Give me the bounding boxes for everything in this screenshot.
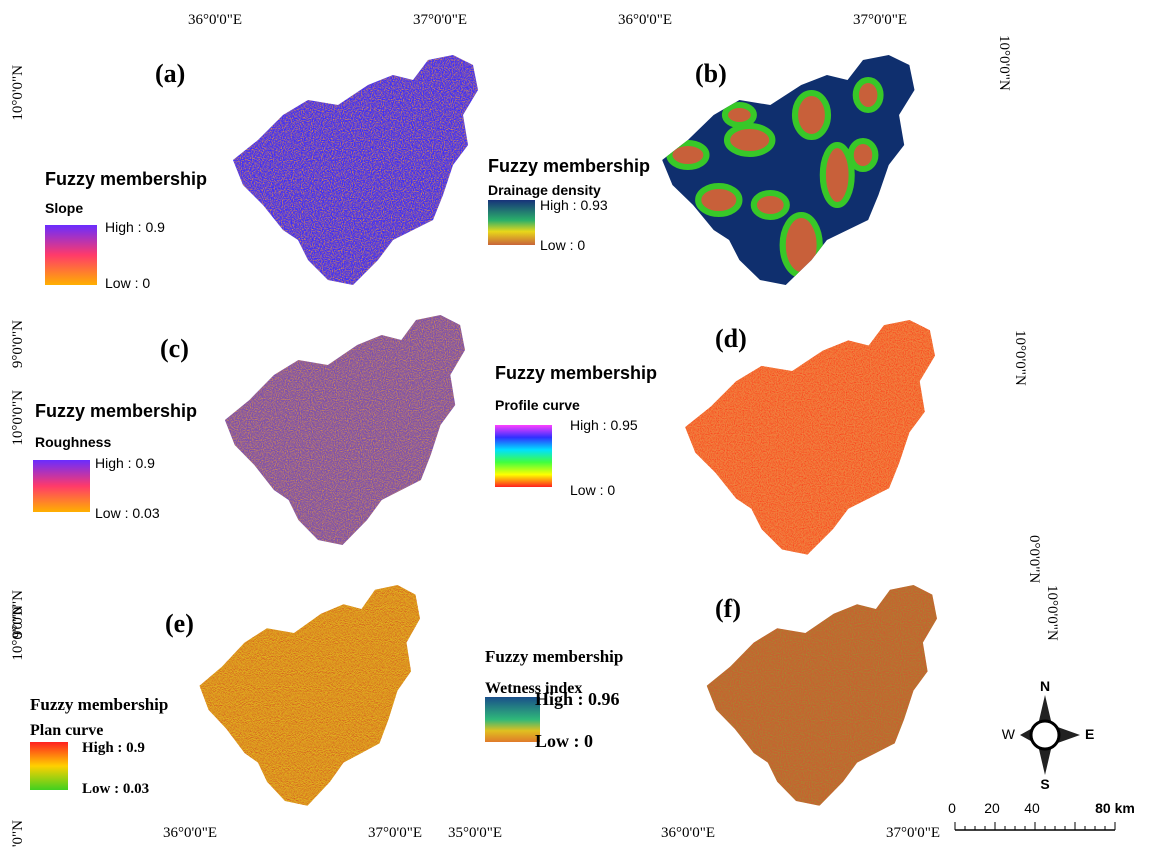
scale-label: 80 km xyxy=(1095,800,1135,816)
legend-high: High : 0.95 xyxy=(570,417,638,433)
map-panel xyxy=(195,585,420,806)
longitude-label: 36°0'0"E xyxy=(661,825,715,841)
legend-ramp xyxy=(30,742,68,790)
legend-layer: Slope xyxy=(45,200,83,216)
latitude-label: 0°0'0"N xyxy=(1026,535,1042,583)
raster-texture xyxy=(228,55,478,285)
legend-ramp xyxy=(485,697,540,742)
compass-ring xyxy=(1031,721,1059,749)
longitude-label: 37°0'0"E xyxy=(853,12,907,28)
latitude-label: 9°0'0"N xyxy=(10,820,26,847)
map-panel xyxy=(228,55,478,285)
latitude-label: 10°0'0"N xyxy=(996,35,1012,91)
legend-low: Low : 0 xyxy=(105,275,150,291)
raster-texture xyxy=(657,55,915,285)
legend-low: Low : 0.03 xyxy=(95,505,160,521)
latitude-label: 10°0'0"N xyxy=(10,390,26,446)
map-panel xyxy=(220,315,465,545)
legend-ramp xyxy=(45,225,97,285)
latitude-label: 10°0'0"N xyxy=(10,605,26,661)
panel-label: (e) xyxy=(165,609,194,638)
latitude-label: 10°0'0"N xyxy=(10,65,26,121)
legend-layer: Roughness xyxy=(35,434,111,450)
legend-layer: Drainage density xyxy=(488,182,601,198)
raster xyxy=(657,55,915,285)
raster xyxy=(228,55,478,285)
scale-label: 0 xyxy=(948,800,956,816)
legend-title: Fuzzy membership xyxy=(485,647,623,666)
latitude-label: 10°0'0"N xyxy=(1044,585,1060,641)
legend-title: Fuzzy membership xyxy=(488,156,650,176)
longitude-label: 35°0'0"E xyxy=(448,825,502,841)
compass-w: W xyxy=(1002,726,1016,742)
legend-high: High : 0.93 xyxy=(540,197,608,213)
legend-low: Low : 0.03 xyxy=(82,781,149,797)
longitude-label: 36°0'0"E xyxy=(618,12,672,28)
panel-label: (f) xyxy=(715,594,741,623)
panel-label: (c) xyxy=(160,334,189,363)
longitude-label: 37°0'0"E xyxy=(413,12,467,28)
figure: (a) Fuzzy membership Slope High : 0.9 Low : … xyxy=(0,0,1149,847)
legend-high: High : 0.96 xyxy=(535,689,620,709)
legend-layer: Plan curve xyxy=(30,722,103,739)
compass-n: N xyxy=(1040,678,1050,694)
legend-ramp xyxy=(488,200,535,245)
raster xyxy=(220,315,465,545)
legend-low: Low : 0 xyxy=(570,482,615,498)
raster-texture xyxy=(220,315,465,545)
latitude-label: 9°0'0"N xyxy=(10,320,26,368)
panel-label: (a) xyxy=(155,59,185,88)
longitude-label: 36°0'0"E xyxy=(188,12,242,28)
legend-layer: Profile curve xyxy=(495,397,580,413)
compass-s: S xyxy=(1040,776,1049,792)
raster-texture xyxy=(680,320,935,555)
legend-high: High : 0.9 xyxy=(95,455,155,471)
legend-low: Low : 0 xyxy=(535,731,593,751)
raster xyxy=(680,320,935,555)
scale-label: 40 xyxy=(1024,800,1040,816)
longitude-label: 36°0'0"E xyxy=(163,825,217,841)
map-panel xyxy=(680,320,935,555)
longitude-label: 37°0'0"E xyxy=(368,825,422,841)
panel-label: (b) xyxy=(695,59,727,88)
map-panel xyxy=(657,55,915,285)
latitude-label: 10°0'0"N xyxy=(1012,330,1028,386)
legend-high: High : 0.9 xyxy=(82,740,145,756)
legend-title: Fuzzy membership xyxy=(35,401,197,421)
raster-texture xyxy=(195,585,420,806)
raster xyxy=(195,585,420,806)
legend-title: Fuzzy membership xyxy=(495,363,657,383)
legend-ramp xyxy=(33,460,90,512)
legend-title: Fuzzy membership xyxy=(45,169,207,189)
legend-title: Fuzzy membership xyxy=(30,695,168,714)
legend-low: Low : 0 xyxy=(540,237,585,253)
compass-e: E xyxy=(1085,726,1094,742)
scale-label: 20 xyxy=(984,800,1000,816)
legend-ramp xyxy=(495,425,552,487)
legend-high: High : 0.9 xyxy=(105,219,165,235)
longitude-label: 37°0'0"E xyxy=(886,825,940,841)
panel-label: (d) xyxy=(715,324,747,353)
